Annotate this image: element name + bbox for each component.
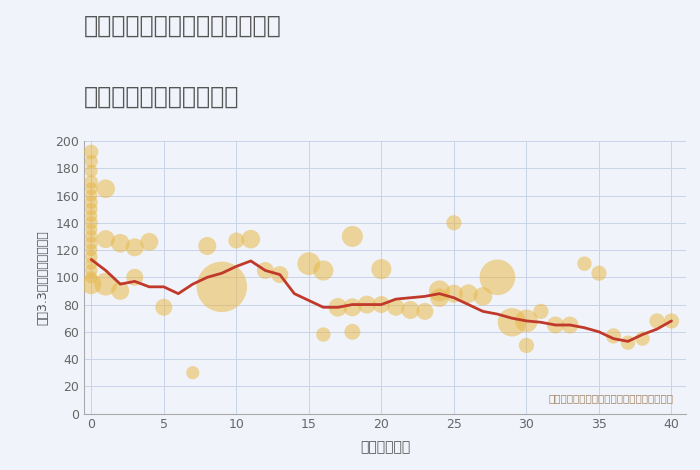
Point [536,307,547,315]
Point [419,307,430,315]
Point [579,260,590,267]
Point [100,185,111,193]
Point [332,304,344,311]
Point [318,331,329,338]
Point [391,304,402,311]
Point [85,253,97,260]
Text: 埼玉県さいたま市南区大谷口の: 埼玉県さいたま市南区大谷口の [84,14,281,38]
Point [85,185,97,193]
Point [550,321,561,329]
Point [376,266,387,273]
Point [521,342,532,349]
Point [521,317,532,325]
Point [85,266,97,274]
Point [202,242,213,250]
Point [115,239,126,247]
Point [85,274,97,281]
Point [100,280,111,288]
Point [158,304,169,311]
Point [652,317,663,325]
Point [506,319,517,326]
Point [85,212,97,219]
Point [85,226,97,233]
Point [666,317,677,325]
X-axis label: 築年数（年）: 築年数（年） [360,440,410,454]
Point [477,293,489,300]
Point [85,205,97,213]
Point [346,328,358,336]
Point [318,266,329,274]
Point [187,369,198,376]
Point [115,287,126,295]
Point [608,332,619,340]
Point [303,260,314,267]
Point [448,290,459,298]
Y-axis label: 坪（3.3㎡）単価（万円）: 坪（3.3㎡）単価（万円） [36,230,50,325]
Point [85,219,97,227]
Point [85,198,97,206]
Point [144,238,155,246]
Point [231,237,242,244]
Point [448,219,459,227]
Point [85,158,97,165]
Point [260,266,271,274]
Point [492,274,503,281]
Point [361,301,372,308]
Point [85,192,97,199]
Point [100,235,111,243]
Point [85,178,97,186]
Point [85,280,97,288]
Point [130,243,141,251]
Point [85,239,97,247]
Point [564,321,575,329]
Point [434,294,445,302]
Point [85,167,97,175]
Point [346,304,358,311]
Point [216,283,228,290]
Point [85,148,97,156]
Point [274,271,286,278]
Point [434,287,445,295]
Point [376,301,387,308]
Point [594,269,605,277]
Point [463,290,474,298]
Point [85,246,97,254]
Text: 築年数別中古戸建て価格: 築年数別中古戸建て価格 [84,85,239,109]
Point [130,274,141,281]
Point [85,233,97,240]
Point [346,233,358,240]
Point [622,339,634,346]
Text: 円の大きさは、取引のあった物件面積を示す: 円の大きさは、取引のあった物件面積を示す [549,393,674,403]
Point [637,335,648,342]
Point [405,306,416,314]
Point [245,235,256,243]
Point [85,260,97,267]
